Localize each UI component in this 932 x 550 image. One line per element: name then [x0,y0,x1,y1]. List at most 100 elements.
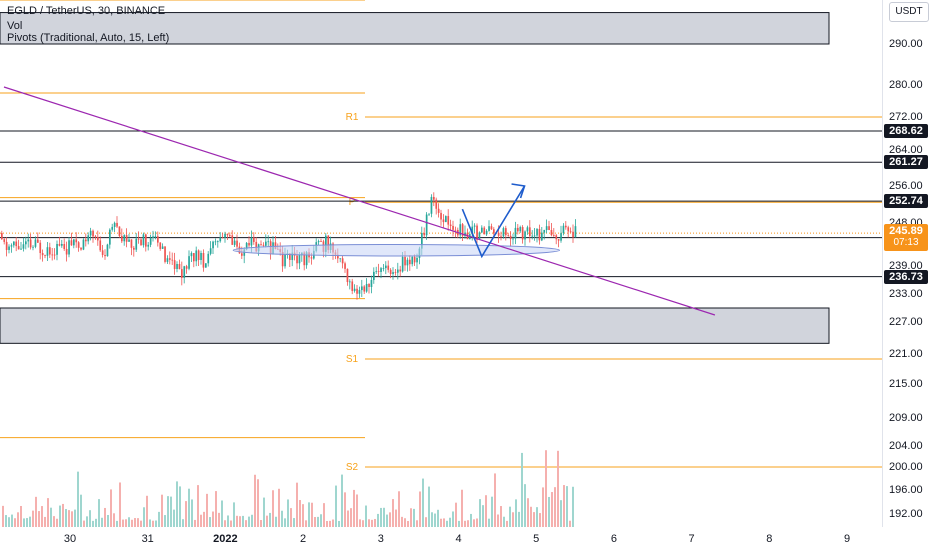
volume-bar [152,520,154,527]
volume-bar [350,508,352,527]
volume-bar [485,495,487,527]
candle-body [250,237,253,246]
candle-body [130,239,133,248]
candle-body [37,239,39,243]
volume-bar [20,505,22,527]
volume-bar [74,509,76,527]
price-line-tag: 268.62 [884,123,928,138]
candle-body [281,251,284,267]
volume-bar [461,489,463,527]
volume-bar [311,502,313,527]
volume-bar [383,507,385,527]
candle-body [320,241,322,242]
candle-body [454,229,457,231]
candle-body [548,226,550,231]
volume-bar [455,502,457,527]
candle-body [197,250,200,260]
y-tick-label: 227.00 [889,316,923,328]
candle-body [75,239,78,243]
volume-bar [119,482,121,527]
volume-bar [515,499,517,527]
candle-body [459,224,462,236]
currency-button[interactable]: USDT [889,2,929,22]
candle-body [416,257,418,263]
volume-bar [314,517,316,527]
volume-bar [251,514,253,527]
volume-bar [530,506,532,527]
candle-body [209,248,212,254]
volume-bar [332,519,334,527]
candle-body [17,246,20,250]
volume-bar [479,499,481,527]
candle-body [267,241,270,243]
candle-body [5,241,8,250]
candle-body [224,233,226,238]
volume-bar [296,482,298,527]
candle-body [226,233,229,236]
volume-bar [110,489,112,527]
candle-body [572,231,574,238]
candle-body [517,227,519,232]
candle-body [255,241,258,252]
candle-body [202,253,205,268]
volume-bar [365,505,367,527]
candle-body [231,235,234,245]
candle-body [164,246,166,262]
candle-body [481,227,483,233]
candle-body [183,266,186,278]
volume-bar [149,519,151,527]
candle-body [569,231,572,233]
candle-body [3,239,6,242]
pivots-indicator-label[interactable]: Pivots (Traditional, Auto, 15, Left) [7,32,170,44]
candle-body [483,227,486,235]
volume-bar [320,514,322,527]
candle-body [274,242,277,249]
trendline [3,86,716,316]
volume-bar [542,487,544,527]
volume-bar [26,518,28,527]
volume-bar [116,520,118,527]
volume-bar [266,515,268,527]
candle-body [176,264,178,269]
volume-bar [395,509,397,527]
candle-body [461,224,464,237]
candle-body [145,234,147,247]
volume-bar [281,510,283,527]
volume-bar [59,505,61,527]
volume-bar [176,481,178,527]
candle-body [392,272,394,275]
volume-bar [41,506,43,527]
volume-bar [38,511,40,527]
candle-body [377,271,380,273]
candle-body [193,253,195,262]
volume-bar [17,512,19,527]
volume-bar [50,507,52,527]
candle-body [567,227,570,232]
candle-body [8,246,10,250]
volume-bar [218,512,220,527]
y-tick-label: 280.00 [889,79,923,91]
candle-body [195,250,198,262]
candle-body [185,266,188,269]
candle-body [428,213,430,215]
volume-bar [245,520,247,527]
candle-body [125,235,128,242]
shaded-zone [0,12,830,45]
volume-bar [368,519,370,527]
candle-body [77,242,80,248]
volume-bar [65,509,67,527]
pivot-label-s1: S1 [346,354,359,365]
volume-bar [155,520,157,527]
volume-bar [305,520,307,527]
volume-bar [539,513,541,527]
candle-body [200,253,202,260]
candle-body [440,212,442,220]
candle-body [339,258,342,260]
candle-body [157,236,159,243]
volume-bar [2,505,4,527]
volume-bar [458,520,460,527]
volume-bar [203,511,205,527]
vol-indicator-label[interactable]: Vol [7,20,23,32]
volume-bar [554,487,556,527]
